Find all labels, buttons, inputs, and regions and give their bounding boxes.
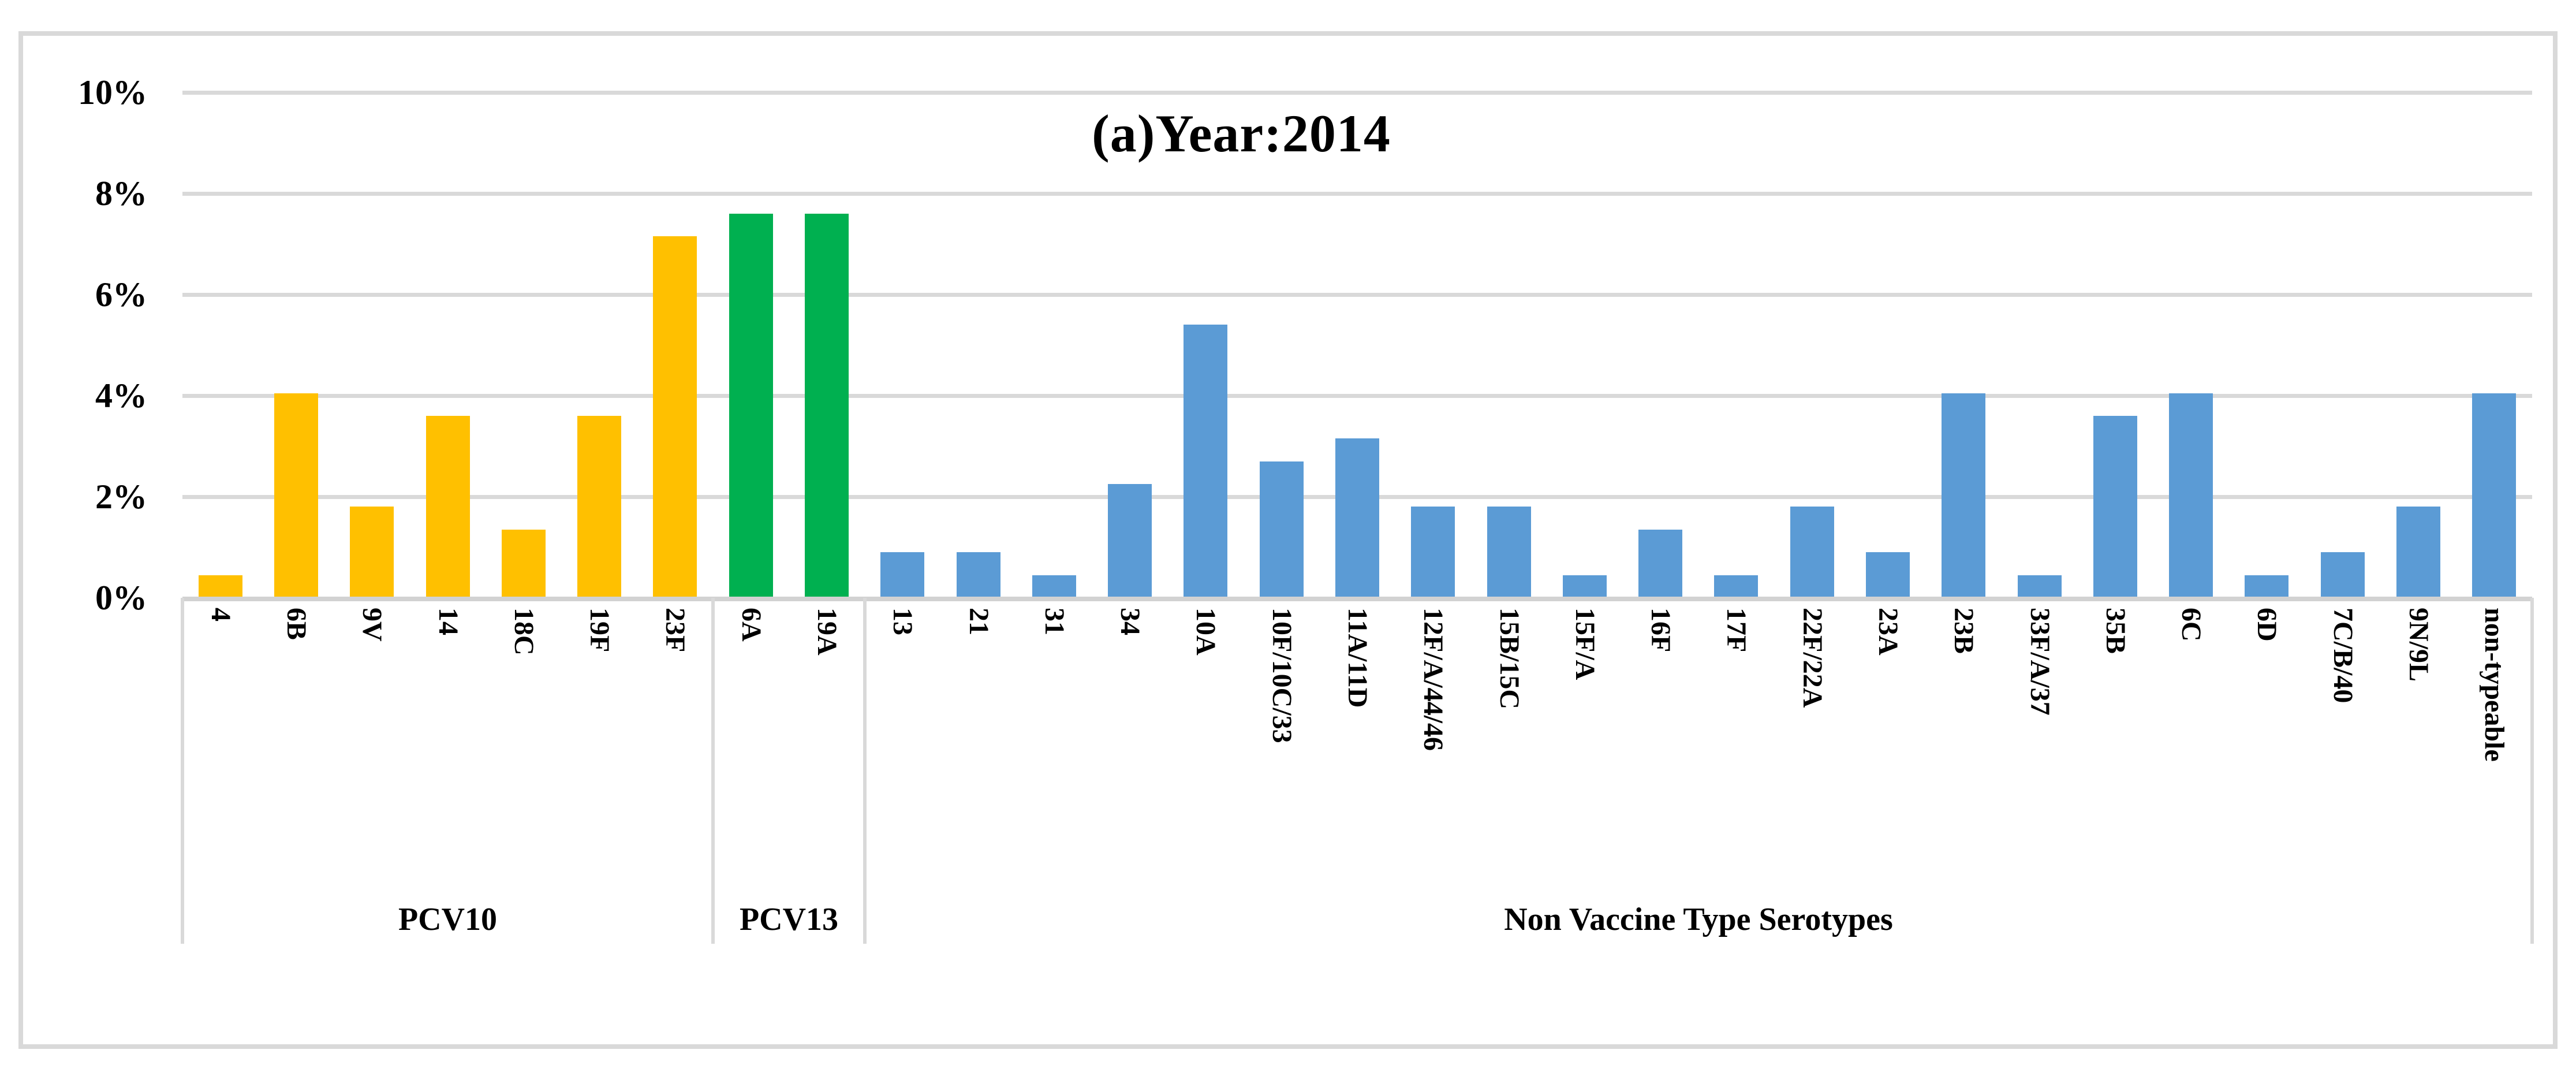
x-tick-label: 10A [1190,608,1221,656]
bar [199,575,242,598]
bar [1108,484,1152,598]
x-tick-label: 15B/15C [1494,608,1525,710]
x-tick-label: 33F/A/37 [2025,608,2055,716]
group-label: PCV10 [398,902,498,937]
x-tick-label: 6A [736,608,767,642]
bar [2396,507,2440,598]
bar [1335,438,1379,598]
bar [1260,461,1304,598]
x-tick-label: 6C [2176,608,2207,642]
bar [1638,530,1682,598]
bar [1790,507,1834,598]
bar [1714,575,1758,598]
group-divider [711,598,715,944]
x-tick-label: 13 [887,608,918,635]
bar [1411,507,1455,598]
bar [502,530,546,598]
y-tick-label: 8% [95,174,147,213]
bar [1184,325,1227,598]
x-tick-label: 9V [357,608,387,642]
x-tick-label: 22F/22A [1797,608,1828,708]
bar [2169,393,2213,598]
bar [805,214,849,598]
bar [2018,575,2062,598]
bar [653,236,697,598]
x-tick-label: 14 [433,608,464,635]
group-label: Non Vaccine Type Serotypes [1504,902,1893,937]
bar [1866,552,1910,598]
y-tick-label: 4% [95,377,147,415]
bar [1487,507,1531,598]
y-tick-label: 0% [95,579,147,617]
group-divider [2530,598,2534,944]
x-tick-label: 18C [509,608,539,656]
group-label: PCV13 [739,902,839,937]
bar [1563,575,1607,598]
gridline [182,192,2532,196]
bar [1942,393,1985,598]
x-tick-label: 15F/A [1570,608,1600,680]
bar [2245,575,2288,598]
x-tick-label: 23F [660,608,690,653]
x-tick-label: 7C/B/40 [2328,608,2358,703]
gridline [182,293,2532,297]
x-tick-label: 19A [812,608,842,656]
bar [957,552,1000,598]
bar [350,507,394,598]
y-tick-label: 10% [78,73,147,111]
x-tick-label: 23A [1873,608,1903,656]
x-tick-label: 11A/11D [1342,608,1373,708]
bar [274,393,318,598]
x-tick-label: 4 [206,608,236,621]
gridline [182,394,2532,398]
x-tick-label: 6D [2252,608,2282,642]
x-tick-label: 9N/9L [2403,608,2434,682]
x-tick-label: 10F/10C/33 [1267,608,1297,743]
x-tick-label: 31 [1039,608,1070,635]
x-tick-label: 17F [1721,608,1752,653]
y-tick-label: 2% [95,478,147,516]
bar [1032,575,1076,598]
x-tick-label: 12F/A/44/46 [1418,608,1448,751]
x-tick-label: 21 [964,608,994,635]
x-tick-label: 34 [1115,608,1145,635]
x-tick-label: 19F [584,608,615,653]
y-tick-label: 6% [95,276,147,314]
x-axis-line [182,597,2532,601]
bar [880,552,924,598]
bar [426,416,470,598]
x-tick-label: 23B [1948,608,1979,654]
group-divider [863,598,867,944]
bar [2321,552,2365,598]
gridline [182,91,2532,95]
chart-title: (a)Year:2014 [1092,104,1391,163]
x-tick-label: 6B [281,608,312,641]
bar [2472,393,2516,598]
x-tick-label: 16F [1645,608,1676,653]
bar [729,214,773,598]
x-tick-label: non-typeable [2479,608,2510,762]
x-tick-label: 35B [2100,608,2131,654]
bar [577,416,621,598]
group-divider [181,598,184,944]
bar [2093,416,2137,598]
